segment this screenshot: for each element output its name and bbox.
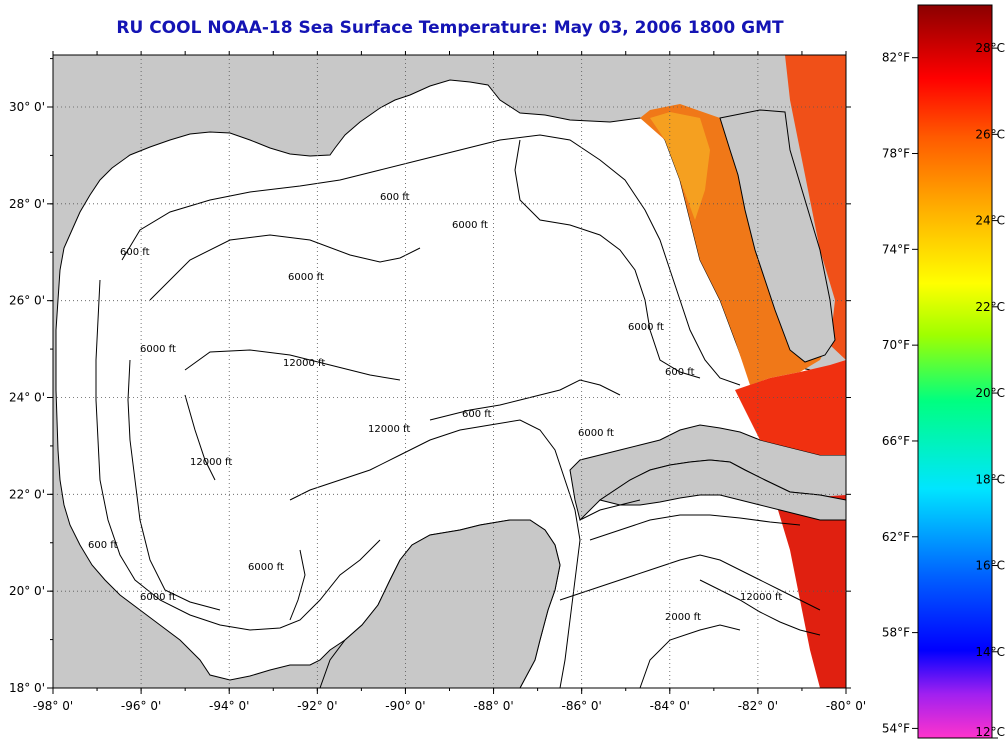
colorbar-f-label: 54°F [882,721,910,735]
lon-tick-label: -90° 0' [385,699,425,713]
lon-tick-label: -96° 0' [121,699,161,713]
sst-swath-cuba-south [775,495,846,688]
lon-tick-label: -98° 0' [33,699,73,713]
contour-label: 6000 ft [140,592,176,603]
graticule [53,55,846,688]
colorbar-f-label: 70°F [882,338,910,352]
colorbar-f-label: 62°F [882,530,910,544]
lat-tick-label: 18° 0' [9,681,45,695]
contour-label: 6000 ft [628,322,664,333]
lon-tick-label: -80° 0' [826,699,866,713]
sst-swath-east [785,55,846,360]
cuba-land [598,459,846,521]
colorbar-c-label: 24°C [975,214,1005,228]
colorbar-f-label: 74°F [882,242,910,256]
contour-label: 600 ft [120,247,150,258]
colorbar-c-label: 12°C [975,725,1005,739]
colorbar-gradient [917,4,993,739]
bathymetry-contours [95,134,821,688]
lat-tick-label: 30° 0' [9,100,45,114]
contour-label: 6000 ft [248,562,284,573]
colorbar-celsius-labels: 28°C 26°C 24°C 22°C 20°C 18°C 16°C 14°C 12°C [975,41,1005,739]
lon-tick-label: -84° 0' [650,699,690,713]
florida-land [719,109,836,363]
contour-label: 6000 ft [452,220,488,231]
colorbar-c-label: 14°C [975,645,1005,659]
contour-labels: 600 ft 6000 ft 12000 ft 6000 ft 600 ft 6… [88,192,782,623]
colorbar-f-label: 78°F [882,147,910,161]
contour-label: 2000 ft [665,612,701,623]
sst-swath-upper [650,112,710,220]
sst-swath-keys [735,360,846,455]
lon-tick-label: -82° 0' [738,699,778,713]
contour-label: 6000 ft [140,344,176,355]
colorbar: 28°C 26°C 24°C 22°C 20°C 18°C 16°C 14°C 12°C 82°… [882,4,1005,739]
colorbar-fahrenheit-labels: 82°F 78°F 74°F 70°F 66°F 62°F 58°F 54°F [882,51,918,735]
colorbar-f-label: 82°F [882,51,910,65]
colorbar-c-label: 20°C [975,386,1005,400]
contour-label: 600 ft [665,367,695,378]
lon-tick-label: -86° 0' [561,699,601,713]
lat-tick-label: 26° 0' [9,294,45,308]
contour-label: 600 ft [88,540,118,551]
map-title: RU COOL NOAA-18 Sea Surface Temperature:… [116,18,784,38]
map-area: 600 ft 6000 ft 12000 ft 6000 ft 600 ft 6… [9,51,866,713]
lon-tick-label: -94° 0' [209,699,249,713]
contour-label: 600 ft [462,409,492,420]
colorbar-c-label: 18°C [975,472,1005,486]
latitude-ticks: 30° 0' 28° 0' 26° 0' 24° 0' 22° 0' 20° 0' 18° … [9,58,851,695]
colorbar-f-label: 66°F [882,434,910,448]
contour-label: 12000 ft [283,358,325,369]
contour-label: 6000 ft [288,272,324,283]
contour-label: 12000 ft [368,424,410,435]
colorbar-c-label: 16°C [975,559,1005,573]
colorbar-c-label: 28°C [975,41,1005,55]
contour-label: 12000 ft [740,592,782,603]
lat-tick-label: 24° 0' [9,391,45,405]
lat-tick-label: 20° 0' [9,584,45,598]
contour-label: 600 ft [380,192,410,203]
longitude-ticks: -98° 0' -96° 0' -94° 0' -92° 0' -90° 0' -88° … [33,51,866,713]
lon-tick-label: -88° 0' [473,699,513,713]
colorbar-f-label: 58°F [882,626,910,640]
colorbar-c-label: 22°C [975,300,1005,314]
contour-label: 6000 ft [578,428,614,439]
lon-tick-label: -92° 0' [297,699,337,713]
lat-tick-label: 22° 0' [9,487,45,501]
contour-label: 12000 ft [190,457,232,468]
lat-tick-label: 28° 0' [9,197,45,211]
colorbar-c-label: 26°C [975,127,1005,141]
yucatan-land [319,519,561,688]
